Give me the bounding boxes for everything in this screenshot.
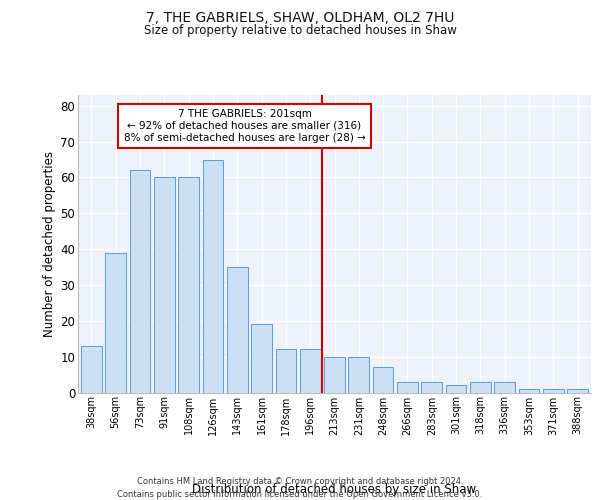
Bar	[130, 170, 151, 392]
Y-axis label: Number of detached properties: Number of detached properties	[43, 151, 56, 337]
Bar	[373, 368, 394, 392]
Bar	[543, 389, 563, 392]
Text: Contains HM Land Registry data © Crown copyright and database right 2024.
Contai: Contains HM Land Registry data © Crown c…	[118, 478, 482, 499]
Bar	[275, 350, 296, 393]
Bar	[518, 389, 539, 392]
Bar	[178, 178, 199, 392]
Bar	[251, 324, 272, 392]
Bar	[324, 356, 345, 392]
Bar	[349, 356, 369, 392]
Text: Size of property relative to detached houses in Shaw: Size of property relative to detached ho…	[143, 24, 457, 37]
Bar	[446, 386, 466, 392]
Bar	[106, 252, 126, 392]
Bar	[300, 350, 320, 393]
Bar	[421, 382, 442, 392]
Text: 7, THE GABRIELS, SHAW, OLDHAM, OL2 7HU: 7, THE GABRIELS, SHAW, OLDHAM, OL2 7HU	[146, 11, 454, 25]
Bar	[470, 382, 491, 392]
Bar	[81, 346, 102, 393]
X-axis label: Distribution of detached houses by size in Shaw: Distribution of detached houses by size …	[193, 483, 476, 496]
Bar	[494, 382, 515, 392]
Bar	[397, 382, 418, 392]
Bar	[154, 178, 175, 392]
Text: 7 THE GABRIELS: 201sqm
← 92% of detached houses are smaller (316)
8% of semi-det: 7 THE GABRIELS: 201sqm ← 92% of detached…	[124, 110, 365, 142]
Bar	[203, 160, 223, 392]
Bar	[567, 389, 588, 392]
Bar	[227, 267, 248, 392]
